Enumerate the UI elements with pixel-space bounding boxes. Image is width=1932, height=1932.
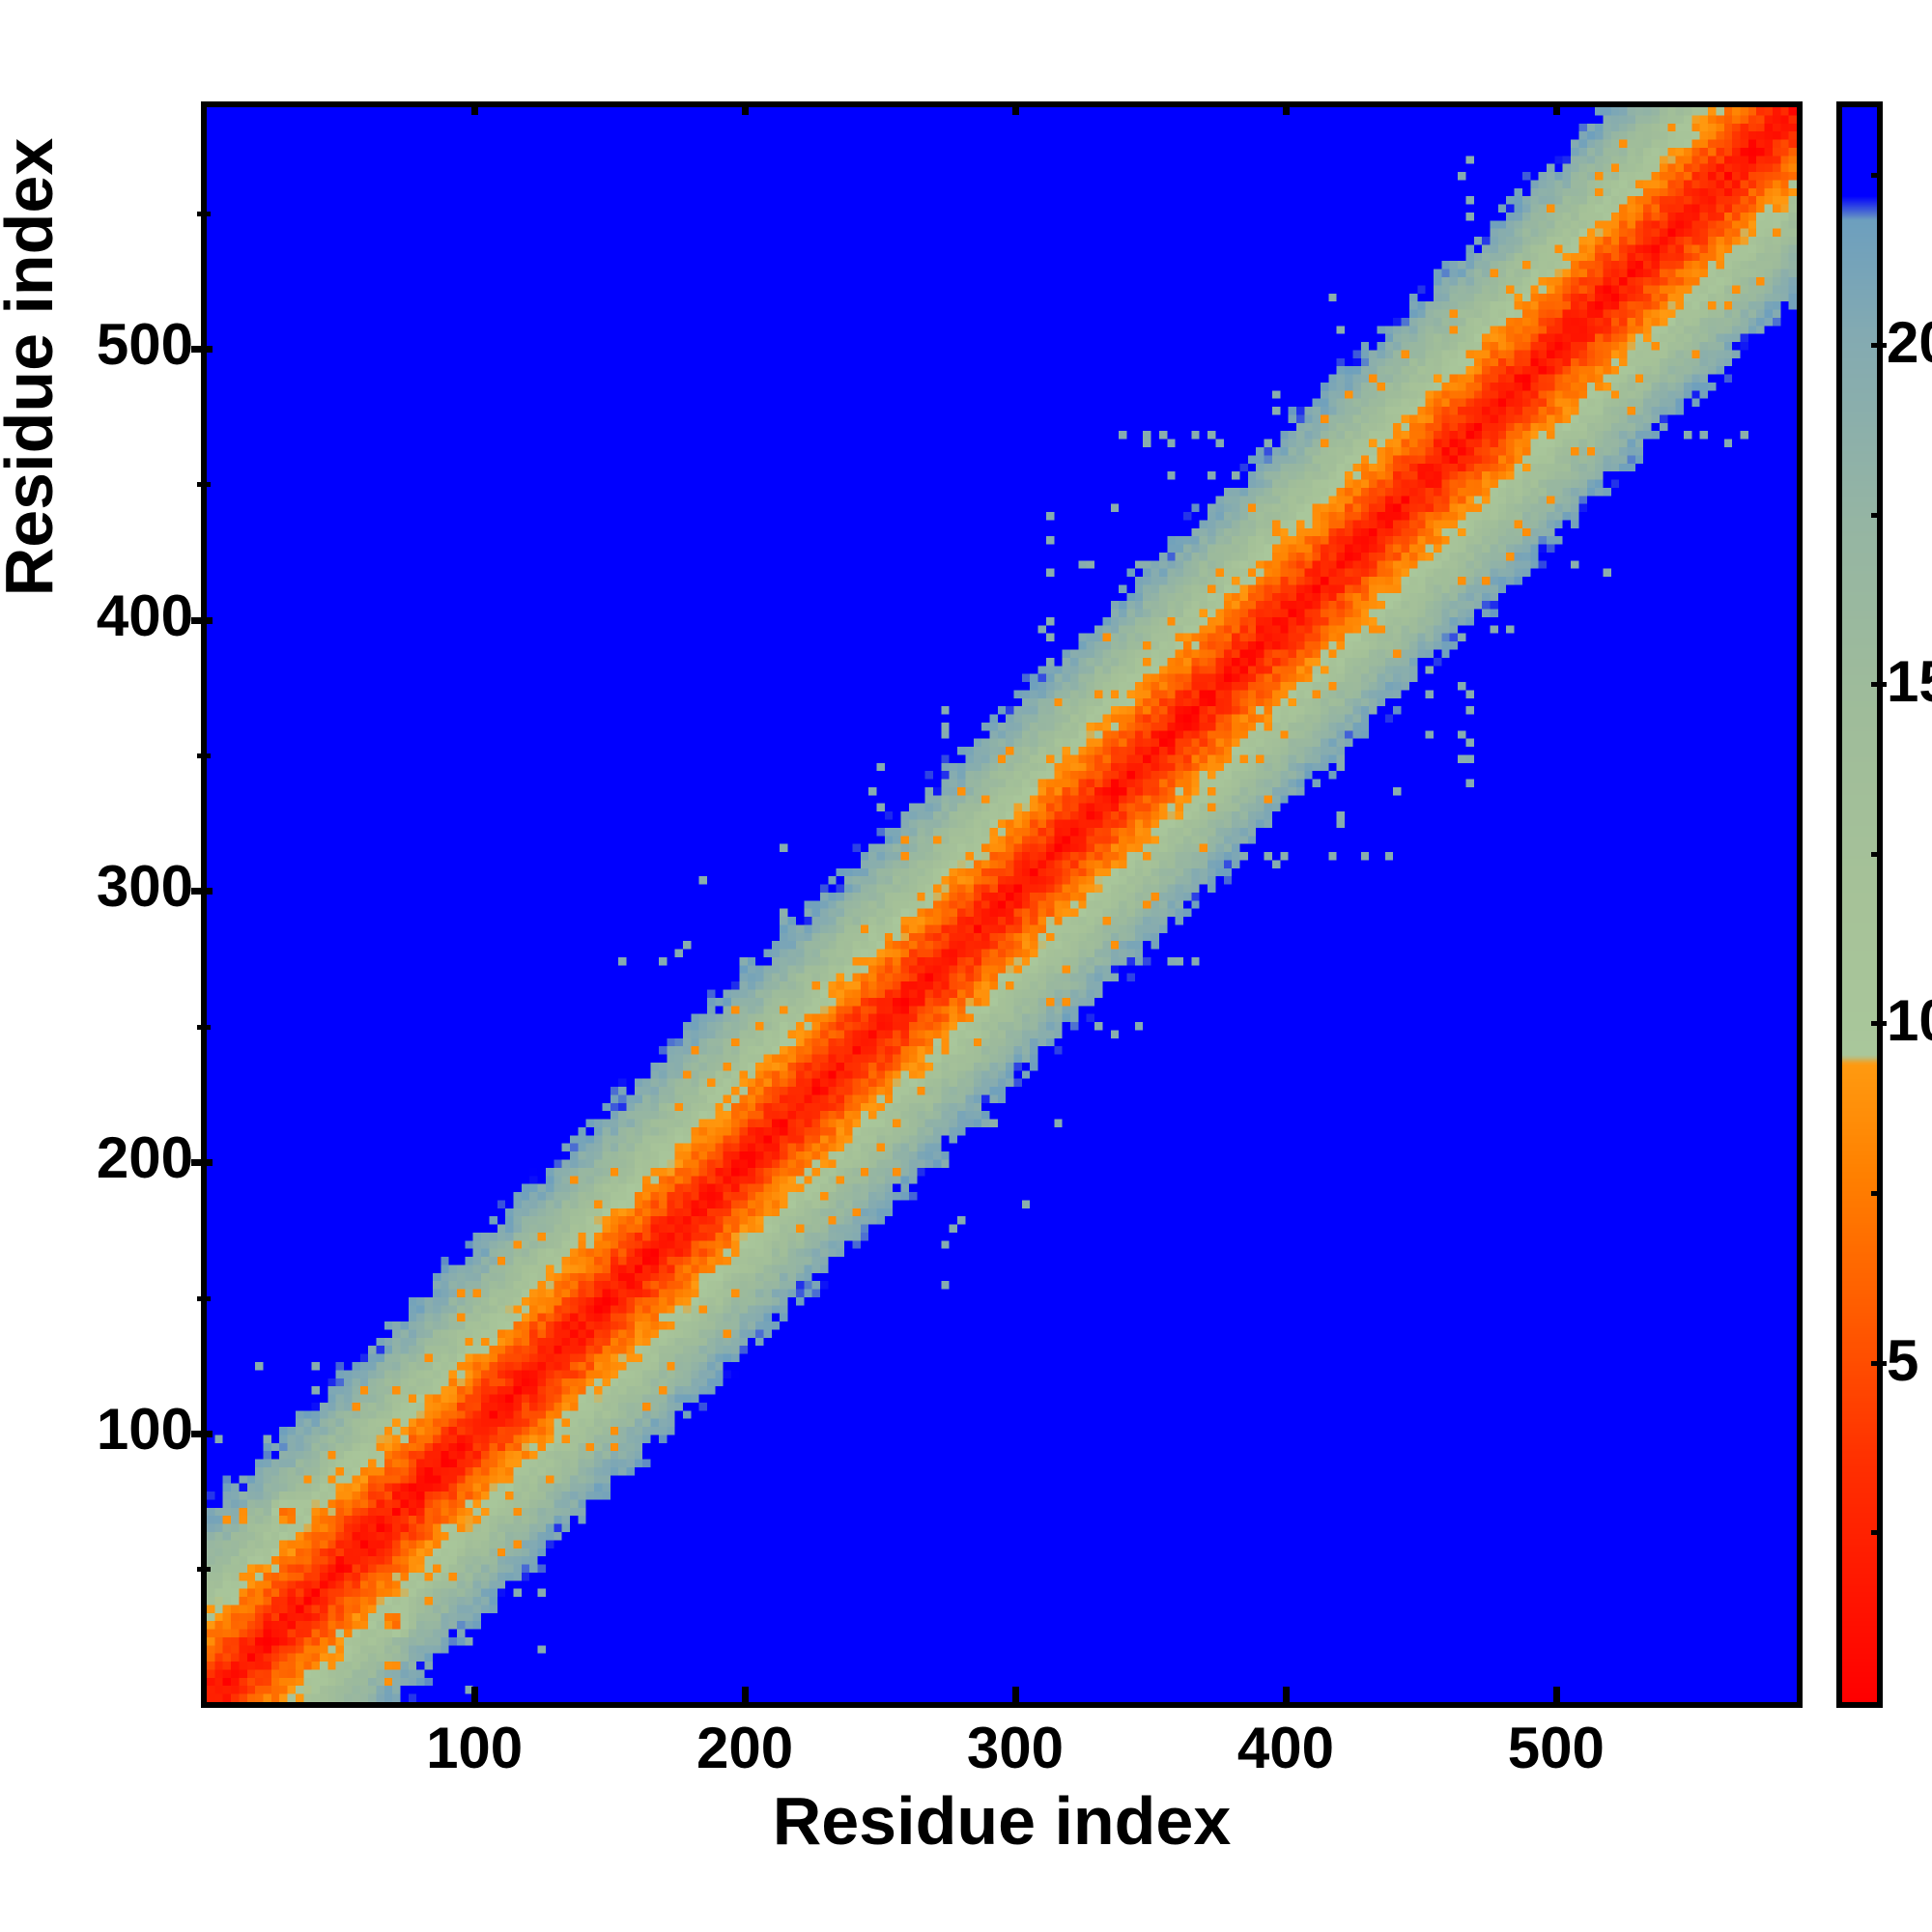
- colorbar-tick-15: [1871, 682, 1887, 688]
- y-minor-tick-350: [197, 753, 211, 759]
- y-tick-label-500: 500: [96, 311, 193, 377]
- y-minor-tick-250: [197, 1024, 211, 1030]
- y-tick-label-200: 200: [96, 1125, 193, 1191]
- colorbar-tick-10: [1871, 1021, 1887, 1027]
- y-tick-500: [191, 345, 213, 353]
- x-tick-100: [471, 1687, 479, 1708]
- colorbar-minor-tick-17.5: [1871, 512, 1881, 518]
- colorbar-tick-label-10: 10: [1887, 988, 1932, 1054]
- colorbar-tick-label-20: 20: [1887, 309, 1932, 375]
- x-tick-label-200: 200: [696, 1716, 794, 1780]
- x-tick-top-400: [1282, 101, 1290, 115]
- x-tick-top-500: [1552, 101, 1560, 115]
- y-minor-tick-50: [197, 1567, 211, 1573]
- x-axis-title: Residue index: [772, 1783, 1232, 1859]
- y-tick-label-300: 300: [96, 854, 193, 920]
- x-tick-200: [742, 1687, 750, 1708]
- x-tick-400: [1282, 1687, 1290, 1708]
- y-tick-label-400: 400: [96, 582, 193, 648]
- x-tick-label-100: 100: [426, 1716, 524, 1780]
- y-tick-label-100: 100: [96, 1397, 193, 1463]
- x-tick-label-400: 400: [1236, 1716, 1334, 1780]
- colorbar-minor-tick-22.5: [1871, 173, 1881, 179]
- x-tick-label-300: 300: [966, 1716, 1065, 1780]
- x-tick-500: [1552, 1687, 1560, 1708]
- y-tick-400: [191, 616, 213, 624]
- contact-map-plot-area: [191, 101, 1803, 1708]
- x-tick-top-200: [742, 101, 750, 115]
- contact-map-heatmap: [207, 107, 1797, 1702]
- x-tick-label-500: 500: [1507, 1716, 1605, 1780]
- x-tick-top-300: [1011, 101, 1019, 115]
- y-tick-300: [191, 888, 213, 895]
- y-tick-100: [191, 1431, 213, 1438]
- y-minor-tick-450: [197, 482, 211, 488]
- y-minor-tick-150: [197, 1295, 211, 1301]
- colorbar-minor-tick-2.5: [1871, 1530, 1881, 1536]
- x-tick-300: [1011, 1687, 1019, 1708]
- colorbar-minor-tick-12.5: [1871, 851, 1881, 857]
- colorbar-tick-label-15: 15: [1887, 649, 1932, 715]
- y-minor-tick-550: [197, 211, 211, 216]
- colorbar-gradient: [1842, 107, 1877, 1702]
- y-axis-title: Residue index: [0, 137, 67, 597]
- x-tick-top-100: [471, 101, 479, 115]
- colorbar-tick-20: [1871, 342, 1887, 348]
- colorbar-minor-tick-7.5: [1871, 1191, 1881, 1197]
- colorbar: [1836, 101, 1887, 1708]
- colorbar-tick-5: [1871, 1360, 1887, 1366]
- y-tick-200: [191, 1159, 213, 1167]
- colorbar-tick-label-5: 5: [1887, 1327, 1919, 1393]
